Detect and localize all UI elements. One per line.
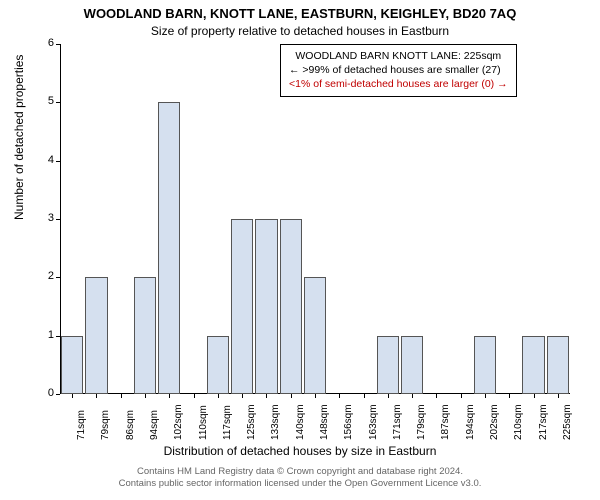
x-tick-label: 217sqm bbox=[538, 404, 549, 440]
x-tick-label: 171sqm bbox=[392, 404, 403, 440]
y-tick bbox=[56, 219, 60, 220]
x-tick-label: 179sqm bbox=[416, 404, 427, 440]
footer-line2: Contains public sector information licen… bbox=[0, 478, 600, 490]
y-axis-label: Number of detached properties bbox=[12, 55, 26, 220]
histogram-bar bbox=[231, 219, 253, 394]
x-tick-label: 148sqm bbox=[319, 404, 330, 440]
x-tick bbox=[194, 394, 195, 398]
chart-footer: Contains HM Land Registry data © Crown c… bbox=[0, 466, 600, 490]
y-tick-label: 1 bbox=[34, 329, 54, 341]
y-tick-label: 2 bbox=[34, 270, 54, 282]
x-tick bbox=[242, 394, 243, 398]
histogram-bar bbox=[522, 336, 544, 394]
x-tick-label: 194sqm bbox=[465, 404, 476, 440]
x-tick-label: 133sqm bbox=[270, 404, 281, 440]
x-tick bbox=[266, 394, 267, 398]
y-tick-label: 4 bbox=[34, 154, 54, 166]
x-tick bbox=[436, 394, 437, 398]
histogram-bar bbox=[85, 277, 107, 394]
chart-container: WOODLAND BARN, KNOTT LANE, EASTBURN, KEI… bbox=[0, 0, 600, 500]
x-tick-label: 210sqm bbox=[513, 404, 524, 440]
histogram-bar bbox=[255, 219, 277, 394]
x-tick-label: 117sqm bbox=[222, 405, 233, 440]
y-tick bbox=[56, 336, 60, 337]
x-tick bbox=[96, 394, 97, 398]
x-tick bbox=[364, 394, 365, 398]
x-tick bbox=[558, 394, 559, 398]
x-tick bbox=[388, 394, 389, 398]
histogram-bar bbox=[134, 277, 156, 394]
y-tick-label: 6 bbox=[34, 37, 54, 49]
x-tick-label: 163sqm bbox=[368, 404, 379, 440]
y-tick-label: 5 bbox=[34, 95, 54, 107]
y-tick bbox=[56, 277, 60, 278]
x-tick bbox=[461, 394, 462, 398]
y-tick-label: 3 bbox=[34, 212, 54, 224]
x-tick bbox=[412, 394, 413, 398]
x-tick bbox=[218, 394, 219, 398]
histogram-bar bbox=[377, 336, 399, 394]
x-tick-label: 156sqm bbox=[343, 404, 354, 440]
histogram-bar bbox=[547, 336, 569, 394]
x-tick-label: 94sqm bbox=[149, 410, 160, 440]
x-tick bbox=[485, 394, 486, 398]
x-tick bbox=[315, 394, 316, 398]
x-tick-label: 71sqm bbox=[76, 410, 87, 440]
histogram-bar bbox=[207, 336, 229, 394]
x-tick bbox=[509, 394, 510, 398]
y-tick bbox=[56, 44, 60, 45]
x-tick-label: 140sqm bbox=[295, 404, 306, 440]
x-tick-label: 79sqm bbox=[100, 410, 111, 440]
x-tick bbox=[534, 394, 535, 398]
y-tick bbox=[56, 102, 60, 103]
histogram-bar bbox=[280, 219, 302, 394]
x-tick-label: 225sqm bbox=[562, 404, 573, 440]
chart-title-sub: Size of property relative to detached ho… bbox=[0, 24, 600, 38]
x-tick bbox=[339, 394, 340, 398]
x-axis-label: Distribution of detached houses by size … bbox=[0, 444, 600, 458]
x-tick bbox=[169, 394, 170, 398]
x-tick bbox=[72, 394, 73, 398]
x-tick bbox=[291, 394, 292, 398]
chart-title-main: WOODLAND BARN, KNOTT LANE, EASTBURN, KEI… bbox=[0, 6, 600, 21]
x-tick-label: 202sqm bbox=[489, 404, 500, 440]
x-tick bbox=[121, 394, 122, 398]
footer-line1: Contains HM Land Registry data © Crown c… bbox=[0, 466, 600, 478]
histogram-bar bbox=[158, 102, 180, 394]
x-tick bbox=[145, 394, 146, 398]
histogram-bar bbox=[401, 336, 423, 394]
y-tick bbox=[56, 161, 60, 162]
plot-area bbox=[60, 44, 570, 394]
histogram-bar bbox=[304, 277, 326, 394]
x-tick-label: 110sqm bbox=[198, 405, 209, 440]
y-tick bbox=[56, 394, 60, 395]
x-tick-label: 86sqm bbox=[125, 410, 136, 440]
y-tick-label: 0 bbox=[34, 387, 54, 399]
x-tick-label: 102sqm bbox=[173, 404, 184, 440]
x-tick-label: 125sqm bbox=[246, 404, 257, 440]
histogram-bar bbox=[61, 336, 83, 394]
histogram-bar bbox=[474, 336, 496, 394]
x-tick-label: 187sqm bbox=[440, 404, 451, 440]
